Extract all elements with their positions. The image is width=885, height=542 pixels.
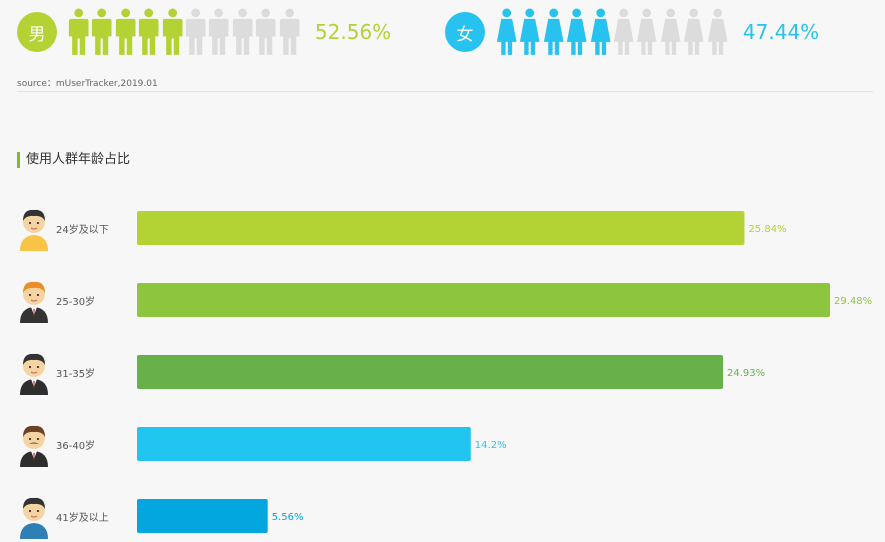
age-bar-value-label: 5.56% <box>272 512 304 523</box>
male-person-icon <box>139 8 159 55</box>
section-title: 使用人群年龄占比 <box>17 152 130 168</box>
female-person-icon <box>637 8 657 55</box>
divider <box>17 91 873 92</box>
male-ratio: 男 52.56% <box>17 4 391 60</box>
female-person-icon <box>613 8 634 55</box>
male-person-icon <box>256 8 276 55</box>
office-man-avatar-icon <box>20 281 48 323</box>
age-bar-value-label: 29.48% <box>834 296 872 307</box>
age-bar <box>137 499 268 533</box>
male-person-icon <box>92 8 112 55</box>
male-person-icon <box>185 8 206 55</box>
male-person-icon <box>115 8 136 55</box>
female-person-icon <box>590 8 611 55</box>
male-person-icon <box>68 8 89 55</box>
age-category-label: 25-30岁 <box>56 297 96 308</box>
age-category-label: 36-40岁 <box>56 441 96 452</box>
age-bar-value-label: 14.2% <box>475 440 507 451</box>
male-person-icon <box>209 8 229 55</box>
age-bar-value-label: 24.93% <box>727 368 765 379</box>
male-percent: 52.56% <box>314 20 392 44</box>
male-icon-row <box>67 8 301 56</box>
young-man-avatar-icon <box>20 209 48 251</box>
male-person-icon <box>279 8 300 55</box>
age-category-label: 41岁及以上 <box>56 513 109 524</box>
age-category-label: 31-35岁 <box>56 369 96 380</box>
age-bar <box>137 283 830 317</box>
male-badge: 男 <box>17 12 57 52</box>
female-badge: 女 <box>445 12 485 52</box>
female-percent: 47.44% <box>742 20 820 44</box>
source-note: source：mUserTracker,2019.01 <box>17 79 158 89</box>
senior-man-avatar-icon <box>20 497 48 539</box>
male-person-icon <box>232 8 253 55</box>
female-person-icon <box>567 8 587 55</box>
age-bar <box>137 211 745 245</box>
age-bar-value-label: 25.84% <box>748 224 786 235</box>
age-bar-chart: 25.84% 29.48% 24.93% 14.2% 5.56% <box>137 211 872 533</box>
female-ratio: 女 47.44% <box>445 4 819 60</box>
female-person-icon <box>707 8 728 55</box>
age-bar <box>137 427 471 461</box>
female-person-icon <box>543 8 564 55</box>
age-category-label: 24岁及以下 <box>56 225 109 236</box>
female-person-icon <box>660 8 681 55</box>
suit-man-avatar-icon <box>20 353 48 395</box>
female-person-icon <box>496 8 517 55</box>
female-person-icon <box>520 8 540 55</box>
mustache-man-avatar-icon <box>20 425 48 467</box>
female-icon-row <box>495 8 729 56</box>
female-person-icon <box>684 8 704 55</box>
male-person-icon <box>162 8 183 55</box>
gender-ratio: 男 52.56% 女 47.44% <box>0 4 885 64</box>
age-bar <box>137 355 724 389</box>
